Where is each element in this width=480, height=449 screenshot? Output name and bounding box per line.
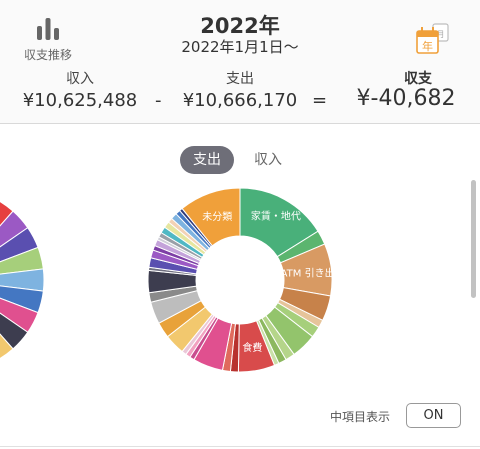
- expense-label: 支出: [226, 71, 254, 87]
- offscreen-donut-slice: [0, 210, 29, 248]
- calendar-year-icon[interactable]: 月 年: [414, 22, 452, 56]
- slice-label: 食費: [242, 341, 262, 354]
- divider: [0, 446, 480, 447]
- offscreen-donut-slice: [0, 285, 44, 314]
- minus-operator: -: [155, 90, 162, 111]
- slice-label: 未分類: [202, 211, 232, 223]
- offscreen-donut-slice: [0, 333, 14, 360]
- mid-item-label: 中項目表示: [330, 410, 391, 424]
- balance-trend-label: 収支推移: [23, 48, 72, 62]
- bar-chart-icon: [37, 18, 59, 40]
- donut-slice[interactable]: [181, 187, 241, 247]
- summary-header: 収支推移 2022年 2022年1月1日〜 月 年 収入 ¥10,625,488…: [0, 0, 480, 124]
- balance-label: 収支: [404, 71, 432, 87]
- tab-income[interactable]: 収入: [254, 152, 282, 168]
- offscreen-donut-slice: [0, 268, 45, 292]
- date-range: 2022年1月1日〜: [181, 38, 299, 56]
- tab-expense[interactable]: 支出: [180, 146, 234, 174]
- mid-item-toggle-button[interactable]: ON: [406, 403, 461, 428]
- expense-value: ¥10,666,170: [182, 90, 298, 111]
- offscreen-donut-slice: [0, 246, 44, 275]
- offscreen-donut-slice: [0, 200, 14, 227]
- scrollbar[interactable]: [471, 180, 476, 298]
- offscreen-donut-slice: [0, 312, 29, 350]
- balance-value: ¥-40,682: [356, 86, 456, 111]
- income-value: ¥10,625,488: [22, 90, 138, 111]
- income-label: 収入: [66, 71, 94, 87]
- balance-trend-button[interactable]: 収支推移: [18, 16, 78, 64]
- equals-operator: =: [312, 90, 328, 111]
- slice-label: ATM 引き出: [281, 266, 335, 279]
- page-title: 2022年: [200, 14, 280, 38]
- slice-label: 家賃・地代: [251, 209, 301, 222]
- offscreen-donut-slice: [0, 227, 39, 263]
- expense-income-tabs: 支出 収入: [180, 146, 300, 174]
- offscreen-donut-slice: [0, 297, 39, 333]
- svg-text:月: 月: [437, 30, 445, 39]
- year-icon-text: 年: [422, 39, 433, 53]
